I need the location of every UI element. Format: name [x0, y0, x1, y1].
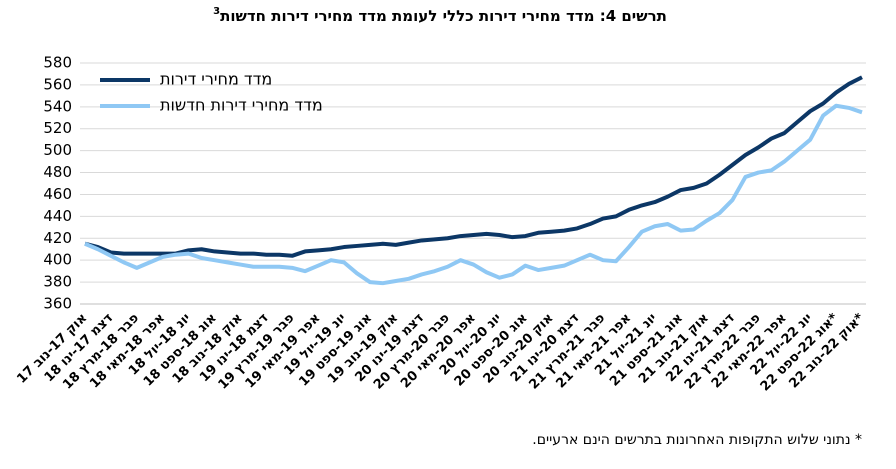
y-tick-label: 460: [43, 185, 72, 203]
chart-title: תרשים 4: מדד מחירי דירות כללי לעומת מדד …: [213, 6, 667, 25]
y-tick-label: 520: [43, 119, 72, 137]
title-note: 3: [213, 6, 220, 17]
line-series: [84, 75, 863, 258]
y-tick-label: 400: [43, 251, 72, 269]
y-tick-label: 540: [43, 97, 72, 115]
y-tick-label: 380: [43, 273, 72, 291]
legend-label: מדד מחירי דירות: [160, 70, 272, 89]
y-tick-label: 440: [43, 207, 72, 225]
y-tick-label: 580: [43, 54, 72, 72]
y-tick-label: 480: [43, 163, 72, 181]
y-tick-label: 560: [43, 75, 72, 93]
y-tick-label: 500: [43, 141, 72, 159]
footnote: * נתוני שלוש התקופות האחרונות בתרשים הינ…: [532, 432, 862, 448]
line-series: [84, 103, 863, 286]
legend-label: מדד מחירי דירות חדשות: [160, 96, 323, 115]
y-tick-label: 360: [43, 295, 72, 313]
y-tick-label: 420: [43, 229, 72, 247]
title-text: תרשים 4: מדד מחירי דירות כללי לעומת מדד …: [220, 7, 667, 25]
